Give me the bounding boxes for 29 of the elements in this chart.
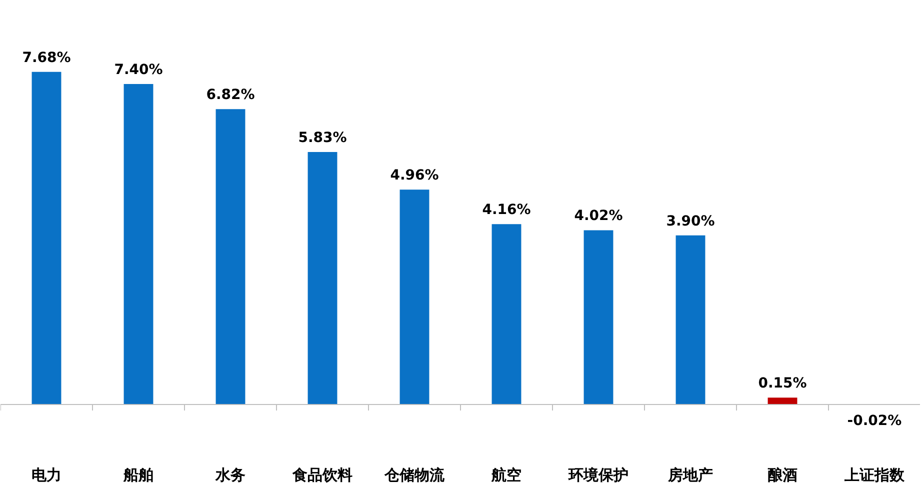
data-label: 0.15%: [758, 376, 807, 392]
x-tick-label: 水务: [214, 466, 246, 484]
x-tick-label: 房地产: [667, 466, 713, 484]
x-tick-label: 环境保护: [568, 466, 628, 484]
bar: [492, 224, 522, 404]
data-label: 4.02%: [574, 208, 623, 224]
data-label: 4.16%: [482, 202, 531, 218]
data-label: 6.82%: [206, 87, 255, 104]
x-tick-label: 航空: [490, 466, 522, 484]
x-tick-label: 仓储物流: [384, 466, 446, 484]
bar: [308, 152, 338, 404]
bar: [676, 235, 706, 404]
bar: [32, 72, 62, 404]
x-tick-label: 电力: [32, 466, 62, 484]
data-label: 7.40%: [114, 62, 163, 78]
x-tick-label: 船舶: [122, 466, 154, 484]
bar: [584, 230, 614, 404]
x-tick-label: 食品饮料: [292, 466, 352, 484]
data-label: -0.02%: [847, 412, 902, 429]
data-label: 3.90%: [666, 213, 715, 230]
bar: [216, 109, 246, 404]
data-label: 4.96%: [390, 168, 439, 184]
bar: [400, 190, 430, 404]
x-tick-label: 酿酒: [768, 466, 798, 484]
bar: [124, 84, 154, 404]
x-tick-label: 上证指数: [844, 466, 906, 484]
data-label: 5.83%: [298, 130, 347, 146]
data-label: 7.68%: [22, 50, 71, 66]
bar: [768, 398, 798, 404]
